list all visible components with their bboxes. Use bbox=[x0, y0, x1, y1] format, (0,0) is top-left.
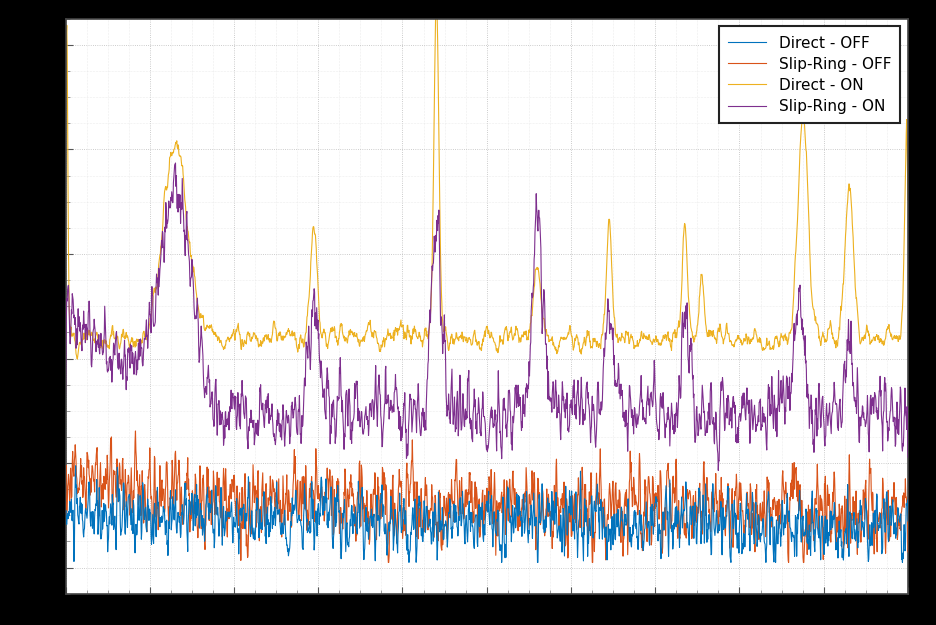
Direct - OFF bbox=[902, 518, 914, 525]
Slip-Ring - ON bbox=[712, 467, 724, 474]
Direct - OFF bbox=[724, 538, 736, 546]
Direct - ON bbox=[879, 341, 890, 348]
Direct - OFF bbox=[60, 509, 71, 517]
Direct - ON bbox=[902, 196, 914, 204]
Direct - OFF bbox=[448, 505, 460, 512]
Direct - OFF bbox=[70, 462, 81, 469]
Slip-Ring - ON bbox=[60, 392, 71, 400]
Direct - ON bbox=[448, 335, 460, 342]
Slip-Ring - ON bbox=[902, 453, 914, 461]
Direct - OFF bbox=[403, 559, 415, 566]
Direct - ON bbox=[431, 0, 442, 7]
Slip-Ring - OFF bbox=[878, 501, 889, 509]
Slip-Ring - OFF bbox=[130, 428, 141, 435]
Slip-Ring - OFF bbox=[879, 511, 890, 518]
Direct - ON bbox=[72, 356, 83, 363]
Slip-Ring - ON bbox=[879, 381, 890, 389]
Direct - ON bbox=[471, 338, 482, 346]
Direct - OFF bbox=[471, 511, 482, 518]
Slip-Ring - ON bbox=[724, 415, 736, 422]
Line: Direct - ON: Direct - ON bbox=[66, 3, 908, 359]
Slip-Ring - OFF bbox=[60, 479, 71, 487]
Direct - OFF bbox=[103, 518, 114, 526]
Slip-Ring - OFF bbox=[383, 559, 394, 566]
Slip-Ring - ON bbox=[170, 159, 182, 167]
Direct - ON bbox=[60, 159, 71, 167]
Line: Direct - OFF: Direct - OFF bbox=[66, 466, 908, 562]
Slip-Ring - ON bbox=[103, 366, 114, 374]
Line: Slip-Ring - OFF: Slip-Ring - OFF bbox=[66, 431, 908, 562]
Slip-Ring - OFF bbox=[103, 504, 114, 512]
Direct - OFF bbox=[878, 495, 889, 502]
Slip-Ring - OFF bbox=[724, 544, 736, 552]
Direct - ON bbox=[724, 338, 736, 346]
Slip-Ring - OFF bbox=[448, 518, 460, 525]
Slip-Ring - ON bbox=[470, 412, 481, 420]
Direct - ON bbox=[878, 341, 889, 349]
Direct - ON bbox=[103, 343, 114, 351]
Slip-Ring - ON bbox=[878, 407, 889, 414]
Direct - OFF bbox=[879, 514, 890, 522]
Slip-Ring - ON bbox=[447, 421, 459, 428]
Legend: Direct - OFF, Slip-Ring - OFF, Direct - ON, Slip-Ring - ON: Direct - OFF, Slip-Ring - OFF, Direct - … bbox=[719, 26, 900, 123]
Slip-Ring - OFF bbox=[471, 504, 482, 512]
Slip-Ring - OFF bbox=[902, 548, 914, 556]
Line: Slip-Ring - ON: Slip-Ring - ON bbox=[66, 163, 908, 471]
